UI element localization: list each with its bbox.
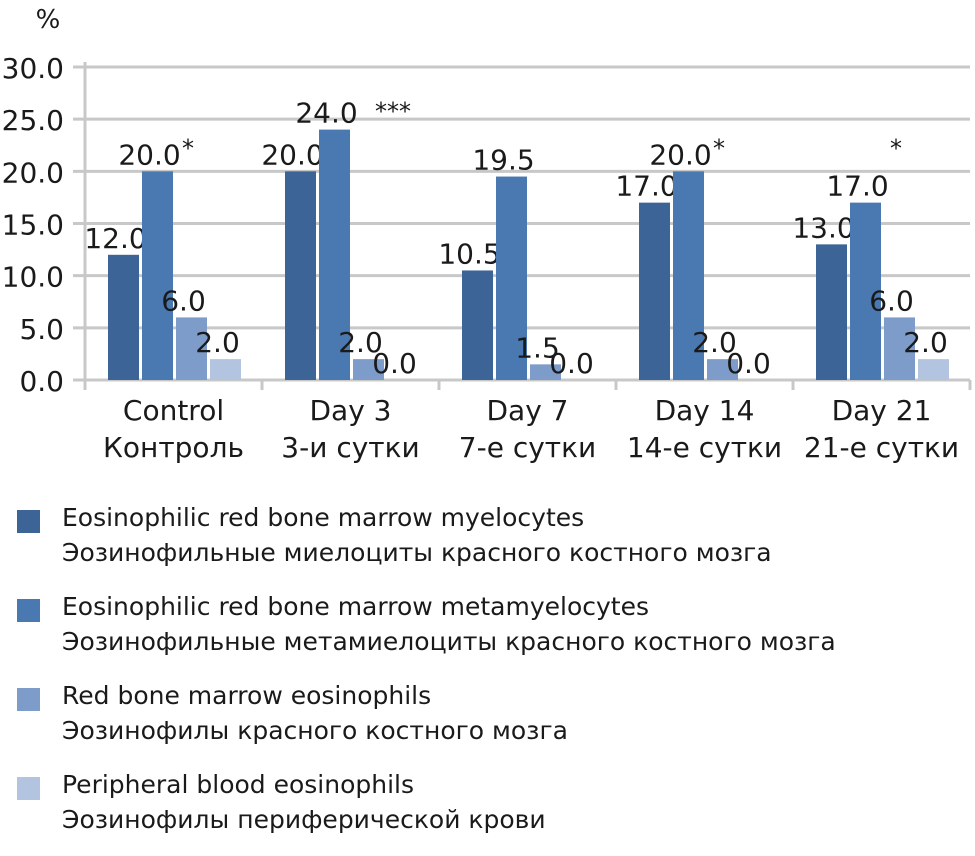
bar [353,359,384,380]
bar [707,359,738,380]
bar [285,171,316,380]
bar [142,171,173,380]
legend-label-en: Eosinophilic red bone marrow metamyelocy… [62,592,650,621]
data-label: 19.5 [472,144,534,177]
legend-label-ru: Эозинофильные миелоциты красного костног… [62,538,772,567]
data-label: 20.0 [118,138,180,171]
legend-label-ru: Эозинофилы красного костного мозга [62,716,568,745]
data-label: 6.0 [161,284,206,317]
y-axis-label: % [36,5,61,35]
legend-swatch [17,688,40,711]
data-label: 0.0 [372,347,417,380]
category-label-ru: 3-и сутки [281,431,419,464]
bar [816,244,847,380]
data-label: 6.0 [869,284,914,317]
y-tick-label: 15.0 [2,209,64,242]
bar [108,254,139,380]
legend-swatch [17,599,40,622]
y-tick-label: 0.0 [19,365,64,398]
data-label: 0.0 [726,347,771,380]
legend-text: Red bone marrow eosinophils Эозинофилы кр… [62,678,568,748]
data-label: 20.0 [261,138,323,171]
bar [319,129,350,380]
bar [210,359,241,380]
legend-label-ru: Эозинофилы периферической крови [62,805,546,834]
legend: Eosinophilic red bone marrow myelocytes Э… [17,500,836,856]
legend-item: Peripheral blood eosinophils Эозинофилы п… [17,767,836,856]
category-label-en: Day 7 [486,394,568,427]
y-tick-label: 10.0 [2,261,64,294]
legend-item: Eosinophilic red bone marrow myelocytes Э… [17,500,836,589]
legend-text: Eosinophilic red bone marrow metamyelocy… [62,589,836,659]
data-label: 13.0 [792,211,854,244]
legend-label-en: Peripheral blood eosinophils [62,770,415,799]
data-label: 2.0 [338,326,383,359]
significance-marker: *** [375,98,411,126]
legend-text: Peripheral blood eosinophils Эозинофилы п… [62,767,546,837]
legend-swatch [17,510,40,533]
category-label-en: Day 21 [832,394,932,427]
bar [462,270,493,380]
y-tick-label: 20.0 [2,156,64,189]
data-label: 17.0 [826,170,888,203]
legend-text: Eosinophilic red bone marrow myelocytes Э… [62,500,772,570]
category-label-en: Day 14 [655,394,755,427]
legend-item: Eosinophilic red bone marrow metamyelocy… [17,589,836,678]
y-tick-label: 25.0 [2,104,64,137]
category-label-ru: 14-е сутки [627,431,782,464]
data-label: 12.0 [84,222,146,255]
data-label: 2.0 [195,326,240,359]
y-tick-label: 30.0 [2,52,64,85]
category-label-en: Control [123,394,224,427]
bar [884,317,915,380]
bar [639,202,670,380]
category-label-ru: Контроль [103,431,244,464]
significance-marker: * [890,134,902,162]
bar-chart: % 0.0 5.0 10.0 15.0 20.0 25.0 30.0 Control Контро… [2,5,972,464]
bar [673,171,704,380]
data-label: 24.0 [295,97,357,130]
bar [176,317,207,380]
legend-label-en: Eosinophilic red bone marrow myelocytes [62,503,585,532]
legend-label-en: Red bone marrow eosinophils [62,681,432,710]
data-label: 20.0 [649,138,711,171]
category-label-ru: 21-е сутки [804,431,959,464]
data-label: 17.0 [615,170,677,203]
significance-marker: * [713,134,725,162]
y-tick-label: 5.0 [19,313,64,346]
significance-marker: * [182,134,194,162]
bar [496,176,527,380]
legend-item: Red bone marrow eosinophils Эозинофилы кр… [17,678,836,767]
bar [530,364,561,380]
category-label-en: Day 3 [309,394,391,427]
legend-label-ru: Эозинофильные метамиелоциты красного кос… [62,627,836,656]
legend-swatch [17,777,40,800]
data-label: 2.0 [692,326,737,359]
data-label: 0.0 [549,347,594,380]
data-label: 1.5 [515,331,560,364]
category-label-ru: 7-е сутки [459,431,596,464]
data-label: 10.5 [438,237,500,270]
bar [850,202,881,380]
bar [918,359,949,380]
data-label: 2.0 [903,326,948,359]
